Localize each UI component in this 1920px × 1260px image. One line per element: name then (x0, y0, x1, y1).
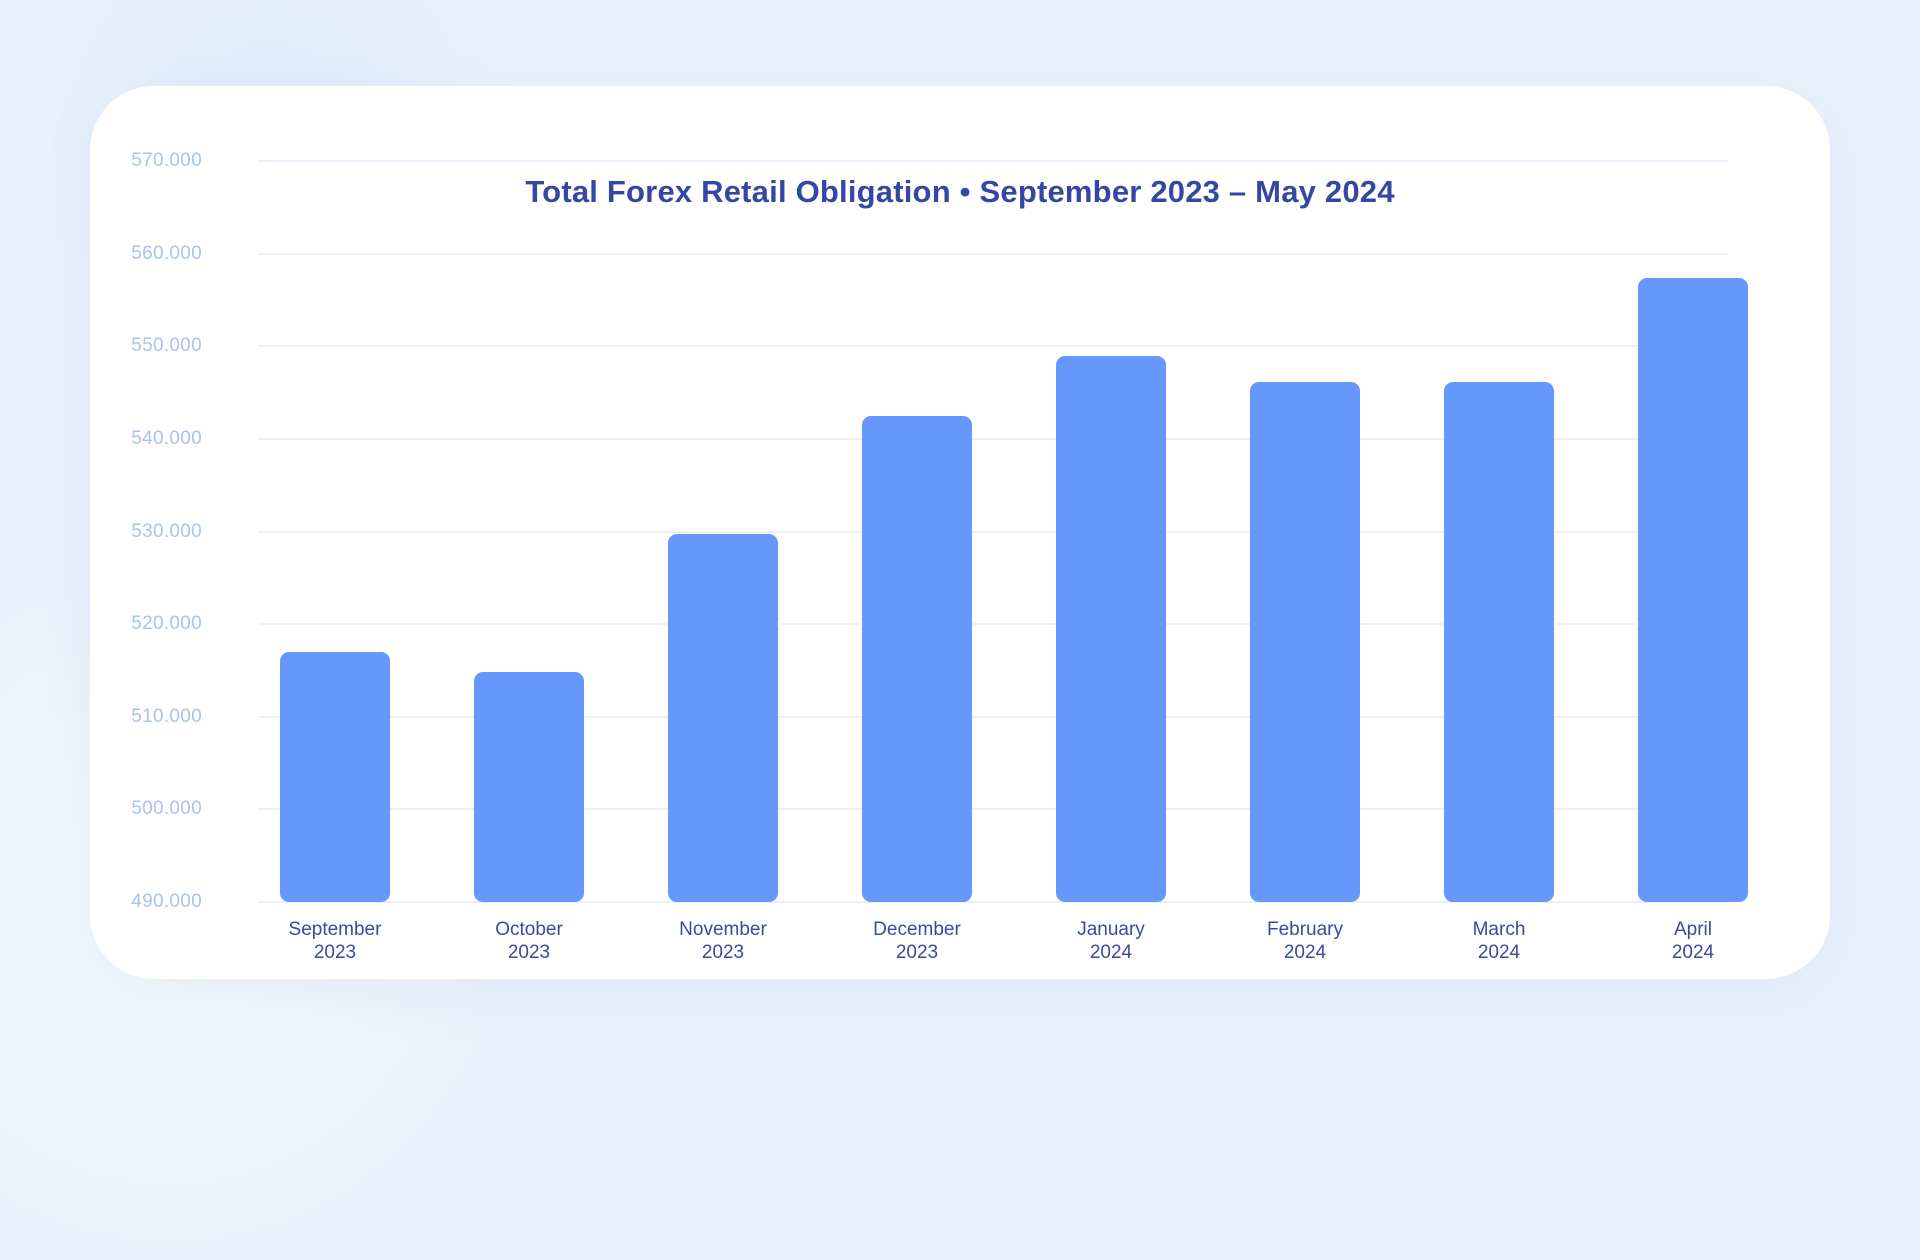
x-axis-tick-label: December 2023 (873, 919, 961, 963)
chart-card: Total Forex Retail Obligation • Septembe… (90, 86, 1830, 979)
y-axis-tick-label: 500.000 (131, 798, 202, 820)
bar-october-2023 (474, 672, 584, 902)
bar-march-2024 (1444, 382, 1554, 902)
bar-december-2023 (862, 415, 972, 902)
gridline (258, 160, 1728, 162)
x-axis-tick-label: October 2023 (495, 919, 563, 963)
gridline (258, 715, 1728, 718)
y-axis-tick-label: 540.000 (131, 427, 202, 449)
gridline (258, 623, 1728, 626)
x-axis-tick-label: November 2023 (679, 919, 767, 963)
gridline (258, 437, 1728, 440)
bar-september-2023 (280, 651, 390, 902)
chart-title: Total Forex Retail Obligation • Septembe… (525, 174, 1395, 209)
y-axis-tick-label: 560.000 (131, 242, 202, 264)
y-axis-tick-label: 570.000 (131, 150, 202, 171)
chart-plot-area: 490.000 500.000 510.000 520.000 530.000 540.0… (90, 86, 1830, 979)
gridline (258, 901, 1728, 903)
y-axis-tick-label: 490.000 (131, 891, 202, 912)
y-axis-tick-label: 550.000 (131, 335, 202, 357)
y-axis-tick-label: 510.000 (131, 705, 202, 727)
x-axis-tick-label: April 2024 (1671, 919, 1715, 963)
gridline (258, 530, 1728, 533)
bar-january-2024 (1056, 356, 1166, 902)
x-axis-tick-label: September 2023 (288, 919, 382, 963)
bar-november-2023 (668, 534, 778, 902)
x-axis-tick-label: January 2024 (1077, 919, 1145, 963)
x-axis-tick-label: March 2024 (1472, 919, 1526, 963)
y-axis-tick-label: 530.000 (131, 520, 202, 542)
bar-april-2024 (1638, 277, 1748, 902)
gridline (258, 345, 1728, 348)
x-axis-tick-label: February 2024 (1266, 919, 1344, 963)
bar-february-2024 (1250, 382, 1360, 902)
y-axis-tick-label: 520.000 (131, 613, 202, 635)
gridline (258, 808, 1728, 811)
gridline (258, 252, 1728, 255)
